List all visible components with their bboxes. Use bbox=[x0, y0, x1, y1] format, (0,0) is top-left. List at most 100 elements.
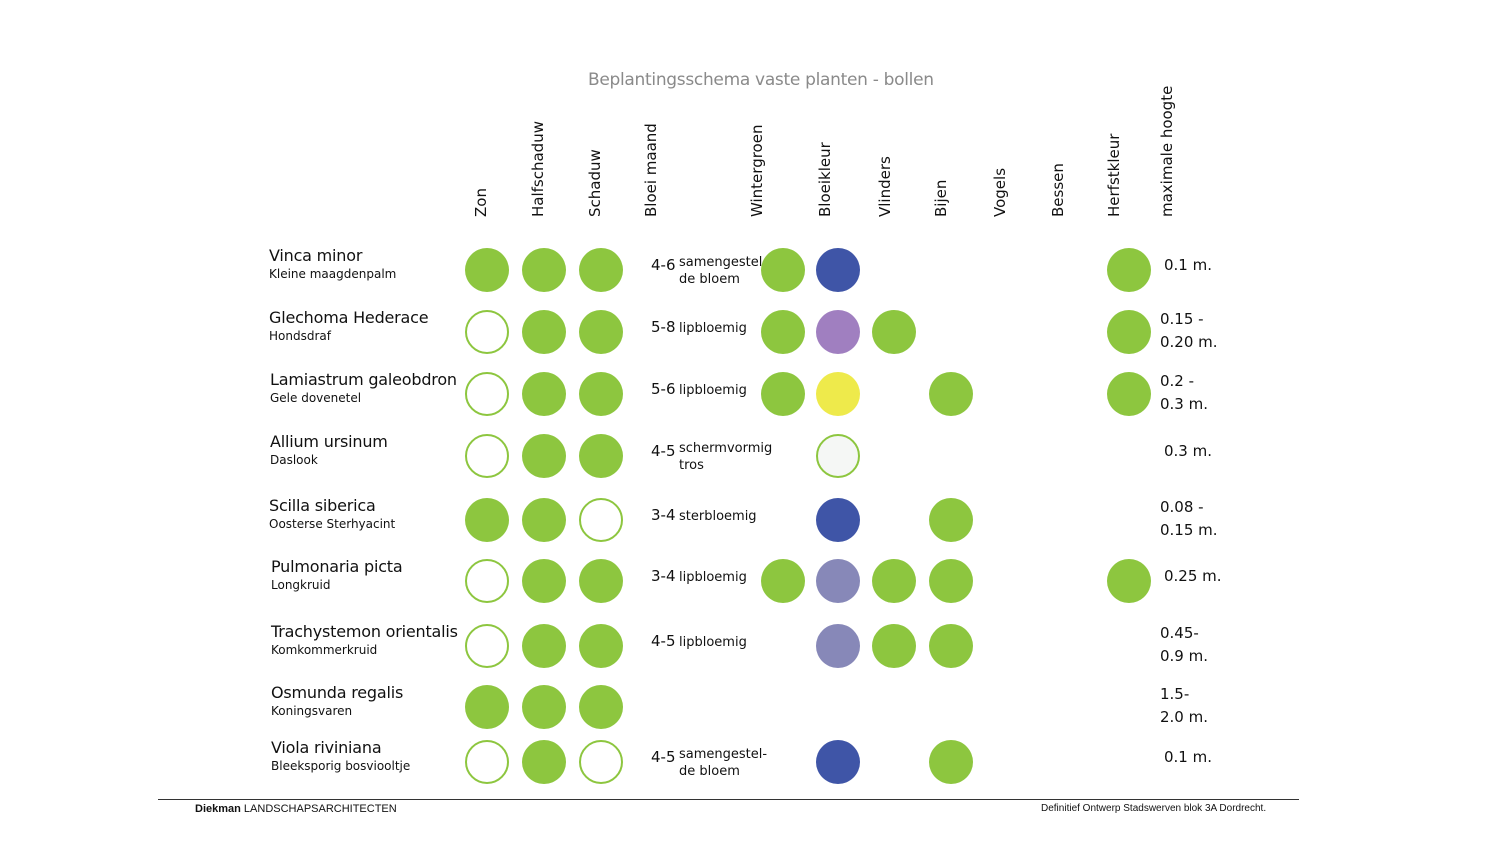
herfstkleur-marker bbox=[1107, 310, 1151, 354]
company-name-bold: Diekman bbox=[195, 803, 241, 815]
plant-scientific-name: Trachystemon orientalis bbox=[271, 622, 458, 641]
light-schaduw-marker bbox=[579, 685, 623, 729]
light-schaduw-marker bbox=[579, 372, 623, 416]
footer-company: Diekman LANDSCHAPSARCHITECTEN bbox=[195, 803, 397, 815]
max-height-value: 0.08 - 0.15 m. bbox=[1160, 498, 1218, 539]
herfstkleur-marker bbox=[1107, 559, 1151, 603]
wintergroen-marker bbox=[761, 248, 805, 292]
plant-common-name: Oosterse Sterhyacint bbox=[269, 517, 396, 531]
plant-common-name: Koningsvaren bbox=[271, 704, 353, 718]
bloom-type: samengestel- de bloem bbox=[679, 747, 768, 779]
light-schaduw-marker bbox=[579, 310, 623, 354]
bloom-month: 5-8 bbox=[651, 318, 676, 336]
plant-common-name: Hondsdraf bbox=[269, 329, 331, 343]
bloom-color-marker bbox=[816, 740, 860, 784]
light-schaduw-marker bbox=[579, 434, 623, 478]
max-height-value: 0.3 m. bbox=[1164, 442, 1213, 460]
light-halfschaduw-marker bbox=[522, 624, 566, 668]
bloom-color-marker bbox=[816, 498, 860, 542]
light-halfschaduw-marker bbox=[522, 372, 566, 416]
light-halfschaduw-marker bbox=[522, 498, 566, 542]
plant-scientific-name: Allium ursinum bbox=[270, 432, 388, 451]
max-height-value: 0.1 m. bbox=[1164, 256, 1213, 274]
bijen-marker bbox=[929, 624, 973, 668]
column-header-halfschaduw: Halfschaduw bbox=[529, 121, 547, 217]
bloom-color-marker bbox=[816, 559, 860, 603]
plant-scientific-name: Pulmonaria picta bbox=[271, 557, 403, 576]
light-zon-marker bbox=[465, 248, 509, 292]
column-header-bloei-maand: Bloei maand bbox=[642, 123, 660, 217]
bloom-month: 3-4 bbox=[651, 567, 676, 585]
plant-common-name: Gele dovenetel bbox=[270, 391, 362, 405]
light-schaduw-marker bbox=[579, 559, 623, 603]
column-header-schaduw: Schaduw bbox=[586, 149, 604, 217]
plant-scientific-name: Lamiastrum galeobdron bbox=[270, 370, 457, 389]
wintergroen-marker bbox=[761, 372, 805, 416]
light-schaduw-marker bbox=[579, 624, 623, 668]
max-height-value: 0.45- 0.9 m. bbox=[1160, 624, 1209, 665]
bloom-color-marker bbox=[816, 372, 860, 416]
max-height-value: 0.15 - 0.20 m. bbox=[1160, 310, 1218, 351]
max-height-value: 0.2 - 0.3 m. bbox=[1160, 372, 1209, 413]
company-name-rest: LANDSCHAPSARCHITECTEN bbox=[240, 803, 397, 815]
max-height-value: 0.25 m. bbox=[1164, 567, 1222, 585]
bloom-color-marker bbox=[816, 434, 860, 478]
vlinders-marker bbox=[872, 310, 916, 354]
light-halfschaduw-marker bbox=[522, 740, 566, 784]
bijen-marker bbox=[929, 498, 973, 542]
bloom-month: 4-6 bbox=[651, 256, 676, 274]
bijen-marker bbox=[929, 372, 973, 416]
plant-common-name: Longkruid bbox=[271, 578, 331, 592]
footer-divider bbox=[158, 799, 1299, 800]
plant-scientific-name: Vinca minor bbox=[269, 246, 363, 265]
max-height-value: 1.5- 2.0 m. bbox=[1160, 685, 1209, 726]
light-schaduw-marker bbox=[579, 498, 623, 542]
column-header-vlinders: Vlinders bbox=[876, 156, 894, 217]
vlinders-marker bbox=[872, 559, 916, 603]
column-header-wintergroen: Wintergroen bbox=[748, 124, 766, 217]
bloom-type: lipbloemig bbox=[679, 570, 747, 585]
bloom-month: 4-5 bbox=[651, 748, 676, 766]
plant-scientific-name: Scilla siberica bbox=[269, 496, 376, 515]
column-header-bijen: Bijen bbox=[932, 179, 950, 217]
bloom-type: schermvormig tros bbox=[679, 441, 773, 473]
light-halfschaduw-marker bbox=[522, 248, 566, 292]
wintergroen-marker bbox=[761, 559, 805, 603]
bloom-type: lipbloemig bbox=[679, 383, 747, 398]
plant-common-name: Bleeksporig bosviooltje bbox=[271, 759, 411, 773]
light-schaduw-marker bbox=[579, 740, 623, 784]
bloom-month: 5-6 bbox=[651, 380, 676, 398]
light-zon-marker bbox=[465, 434, 509, 478]
footer-project: Definitief Ontwerp Stadswerven blok 3A D… bbox=[1041, 803, 1267, 814]
column-header-bloeikleur: Bloeikleur bbox=[816, 142, 834, 217]
chart-title: Beplantingsschema vaste planten - bollen bbox=[588, 70, 934, 90]
plant-common-name: Kleine maagdenpalm bbox=[269, 267, 397, 281]
max-height-value: 0.1 m. bbox=[1164, 748, 1213, 766]
bloom-type: lipbloemig bbox=[679, 321, 747, 336]
light-zon-marker bbox=[465, 624, 509, 668]
herfstkleur-marker bbox=[1107, 248, 1151, 292]
light-halfschaduw-marker bbox=[522, 434, 566, 478]
column-header-zon: Zon bbox=[472, 188, 490, 217]
bijen-marker bbox=[929, 559, 973, 603]
column-header-bessen: Bessen bbox=[1049, 163, 1067, 217]
bloom-month: 4-5 bbox=[651, 442, 676, 460]
light-schaduw-marker bbox=[579, 248, 623, 292]
bloom-month: 3-4 bbox=[651, 506, 676, 524]
light-zon-marker bbox=[465, 498, 509, 542]
plant-scientific-name: Glechoma Hederace bbox=[269, 308, 429, 327]
herfstkleur-marker bbox=[1107, 372, 1151, 416]
bloom-color-marker bbox=[816, 248, 860, 292]
light-zon-marker bbox=[465, 685, 509, 729]
bloom-month: 4-5 bbox=[651, 632, 676, 650]
bloom-type: samengestel- de bloem bbox=[679, 255, 768, 287]
light-halfschaduw-marker bbox=[522, 559, 566, 603]
column-header-vogels: Vogels bbox=[991, 167, 1009, 217]
vlinders-marker bbox=[872, 624, 916, 668]
light-halfschaduw-marker bbox=[522, 685, 566, 729]
column-header-herfstkleur: Herfstkleur bbox=[1105, 133, 1123, 217]
bloom-color-marker bbox=[816, 310, 860, 354]
light-zon-marker bbox=[465, 559, 509, 603]
plant-common-name: Komkommerkruid bbox=[271, 643, 378, 657]
light-zon-marker bbox=[465, 310, 509, 354]
